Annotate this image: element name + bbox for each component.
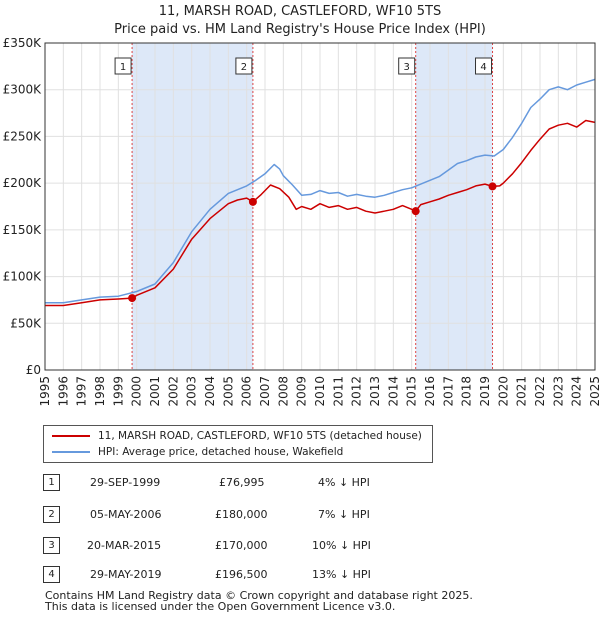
transaction-badge: 3: [43, 537, 60, 554]
y-tick-label: £200K: [3, 176, 43, 190]
transaction-hpi-diff: 13% ↓ HPI: [312, 568, 371, 581]
sale-point: [411, 207, 420, 216]
legend-swatch-price: [52, 435, 90, 437]
x-tick-label: 1996: [56, 376, 70, 407]
transaction-date: 05-MAY-2006: [90, 508, 162, 521]
transaction-number-label: 3: [404, 62, 410, 73]
transaction-number-box: [398, 57, 416, 75]
transaction-hpi-diff: 7% ↓ HPI: [318, 508, 370, 521]
x-tick-label: 2016: [423, 376, 437, 407]
legend-item-hpi: HPI: Average price, detached house, Wake…: [52, 445, 343, 459]
x-tick-label: 2009: [295, 376, 309, 407]
x-tick-label: 2005: [221, 376, 235, 407]
transaction-badge: 2: [43, 506, 60, 523]
transaction-number-label: 2: [241, 62, 247, 73]
x-tick-label: 2017: [441, 376, 455, 407]
transaction-date: 29-MAY-2019: [90, 568, 162, 581]
y-tick-label: £50K: [10, 316, 42, 330]
x-tick-label: 2010: [313, 376, 327, 407]
transaction-hpi-diff: 10% ↓ HPI: [312, 539, 371, 552]
x-tick-label: 2024: [570, 376, 584, 407]
transaction-number-label: 1: [120, 62, 126, 73]
x-tick-label: 2021: [515, 376, 529, 407]
footer-line1: Contains HM Land Registry data © Crown c…: [45, 589, 473, 602]
legend-swatch-hpi: [52, 451, 90, 453]
transaction-date: 29-SEP-1999: [90, 476, 161, 489]
legend-label-price: 11, MARSH ROAD, CASTLEFORD, WF10 5TS (de…: [98, 430, 422, 442]
chart-title-line1: 11, MARSH ROAD, CASTLEFORD, WF10 5TS: [158, 4, 442, 19]
legend-item-price: 11, MARSH ROAD, CASTLEFORD, WF10 5TS (de…: [52, 429, 422, 443]
sale-point: [488, 182, 497, 191]
transaction-badge: 4: [43, 566, 60, 583]
transaction-number-box: [475, 57, 493, 75]
shaded-range: [415, 43, 493, 370]
legend-label-hpi: HPI: Average price, detached house, Wake…: [98, 446, 344, 458]
x-tick-label: 2000: [130, 376, 144, 407]
x-tick-label: 2022: [533, 376, 547, 407]
x-tick-label: 2018: [460, 376, 474, 407]
x-tick-label: 2006: [240, 376, 254, 407]
x-tick-label: 2011: [331, 376, 345, 407]
hpi-line: [45, 78, 596, 304]
x-tick-label: 1997: [75, 376, 89, 407]
x-tick-label: 1999: [111, 376, 125, 407]
price-paid-line: [45, 119, 596, 307]
transaction-price: £196,500: [215, 568, 268, 581]
shaded-range: [132, 43, 253, 370]
x-tick-label: 2025: [588, 376, 600, 407]
y-tick-label: £150K: [3, 223, 43, 237]
x-tick-label: 1998: [93, 376, 107, 407]
x-tick-label: 2002: [166, 376, 180, 407]
x-tick-label: 2019: [478, 376, 492, 407]
transaction-number-box: [235, 57, 253, 75]
sale-point: [128, 294, 137, 303]
y-tick-label: £350K: [3, 36, 43, 50]
y-tick-label: £0: [26, 363, 41, 377]
x-tick-label: 2007: [258, 376, 272, 407]
y-tick-label: £100K: [3, 270, 43, 284]
chart-title-line2: Price paid vs. HM Land Registry's House …: [114, 22, 486, 37]
y-tick-label: £300K: [3, 83, 43, 97]
x-tick-label: 2008: [276, 376, 290, 407]
x-tick-label: 2001: [148, 376, 162, 407]
price-chart: £0 £50K £100K £150K £200K £250K £300K £350K 1995…: [3, 36, 600, 407]
transaction-hpi-diff: 4% ↓ HPI: [318, 476, 370, 489]
x-tick-label: 2013: [368, 376, 382, 407]
x-tick-label: 1995: [38, 376, 52, 407]
transaction-number-box: [114, 57, 132, 75]
plot-frame: [44, 42, 596, 371]
transaction-date: 20-MAR-2015: [87, 539, 162, 552]
transaction-price: £180,000: [215, 508, 268, 521]
transaction-badge: 1: [43, 474, 60, 491]
sale-point: [248, 197, 257, 206]
footer-line2: This data is licensed under the Open Gov…: [45, 600, 396, 613]
x-tick-label: 2020: [496, 376, 510, 407]
x-tick-label: 2015: [405, 376, 419, 407]
x-tick-label: 2014: [386, 376, 400, 407]
x-tick-label: 2023: [551, 376, 565, 407]
transaction-price: £170,000: [215, 539, 268, 552]
x-tick-label: 2004: [203, 376, 217, 407]
x-tick-label: 2003: [185, 376, 199, 407]
x-tick-label: 2012: [350, 376, 364, 407]
legend: 11, MARSH ROAD, CASTLEFORD, WF10 5TS (de…: [43, 425, 433, 463]
transaction-number-label: 4: [480, 62, 486, 73]
footer: Contains HM Land Registry data © Crown c…: [45, 590, 473, 612]
y-tick-label: £250K: [3, 129, 43, 143]
transaction-price: £76,995: [219, 476, 265, 489]
